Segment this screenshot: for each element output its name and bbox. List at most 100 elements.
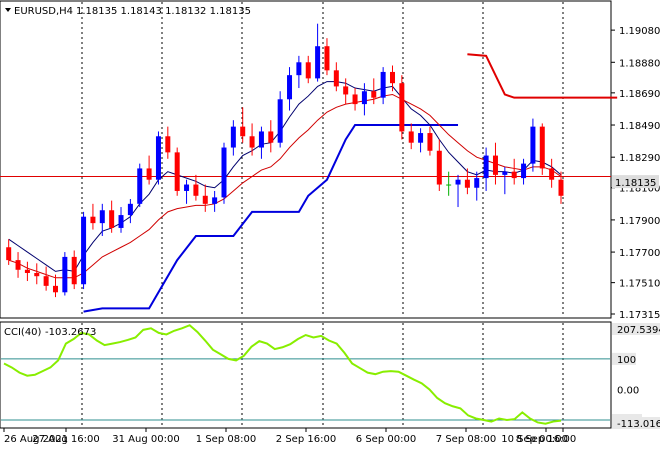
candle[interactable] — [549, 158, 555, 188]
candle[interactable] — [305, 55, 311, 84]
candle[interactable] — [174, 147, 180, 196]
candle[interactable] — [296, 55, 302, 89]
candle[interactable] — [511, 158, 517, 185]
time-tick-label: 8 Sep 16:00 — [516, 434, 576, 445]
candle-body — [137, 168, 143, 204]
candle[interactable] — [464, 168, 470, 195]
candle-body — [343, 86, 349, 95]
candle[interactable] — [24, 261, 30, 282]
last-price-label: 1.18135 — [615, 178, 656, 189]
candle[interactable] — [90, 203, 96, 230]
candle-body — [408, 131, 414, 143]
candle[interactable] — [521, 158, 527, 185]
candle-body — [502, 171, 508, 175]
candle[interactable] — [221, 142, 227, 204]
candle[interactable] — [315, 23, 321, 82]
candle[interactable] — [99, 203, 105, 236]
candle[interactable] — [193, 174, 199, 201]
candle-body — [427, 133, 433, 151]
candle[interactable] — [71, 250, 77, 290]
candle-body — [315, 46, 321, 79]
candle[interactable] — [81, 211, 87, 290]
last-price-tag — [612, 175, 659, 189]
candle-body — [361, 91, 367, 105]
candle[interactable] — [202, 184, 208, 212]
candle-body — [99, 210, 105, 224]
candle[interactable] — [361, 83, 367, 116]
candle[interactable] — [287, 67, 293, 111]
time-tick-label: 27 Aug 16:00 — [32, 434, 99, 445]
trailing-stop-up — [83, 124, 459, 313]
candle-body — [436, 150, 442, 185]
candle-body — [202, 195, 208, 204]
candle[interactable] — [212, 190, 218, 212]
candle[interactable] — [530, 118, 536, 172]
price-pane-frame — [0, 0, 612, 319]
candle[interactable] — [268, 120, 274, 153]
symbol-label: EURUSD,H4 — [14, 6, 73, 17]
candle[interactable] — [455, 174, 461, 208]
candle-body — [193, 184, 199, 196]
time-tick-label: 1 Sep 08:00 — [196, 434, 256, 445]
candle-body — [296, 62, 302, 76]
price-axis: 1.19080 1.18880 1.18690 1.18490 1.18290 1.181… — [611, 26, 660, 321]
candle-body — [127, 203, 133, 216]
candle[interactable] — [240, 107, 246, 143]
candle[interactable] — [492, 142, 498, 185]
candle[interactable] — [436, 139, 442, 191]
candle[interactable] — [446, 171, 452, 196]
time-tick-label: 6 Sep 00:00 — [356, 434, 416, 445]
candle[interactable] — [127, 199, 133, 224]
cci-tick-label: -113.016 — [617, 419, 660, 430]
cci-tick-box — [612, 323, 660, 335]
candle-body — [146, 168, 152, 180]
candle[interactable] — [165, 126, 171, 159]
candle[interactable] — [558, 171, 564, 204]
candle[interactable] — [52, 274, 58, 298]
candle[interactable] — [483, 147, 489, 191]
candle[interactable] — [6, 239, 12, 265]
candle[interactable] — [146, 155, 152, 185]
candle[interactable] — [408, 123, 414, 150]
candle[interactable] — [380, 67, 386, 105]
candle-body — [258, 131, 264, 148]
candle-body — [165, 136, 171, 153]
candle-body — [530, 126, 536, 164]
candle-body — [305, 62, 311, 79]
candle[interactable] — [249, 123, 255, 156]
candle[interactable] — [15, 252, 21, 278]
candle[interactable] — [418, 128, 424, 153]
candle[interactable] — [277, 91, 283, 148]
candlesticks — [6, 23, 564, 298]
candle[interactable] — [343, 78, 349, 105]
candle[interactable] — [427, 126, 433, 156]
candle[interactable] — [539, 123, 545, 175]
candle[interactable] — [399, 75, 405, 140]
candle[interactable] — [333, 62, 339, 92]
candle[interactable] — [474, 171, 480, 201]
candle[interactable] — [118, 207, 124, 233]
candle[interactable] — [43, 266, 49, 291]
trailing-stop-down — [467, 53, 618, 99]
candle[interactable] — [62, 252, 68, 296]
price-tick-label: 1.19080 — [619, 26, 660, 37]
candle[interactable] — [34, 263, 40, 285]
candle[interactable] — [184, 179, 190, 204]
candle[interactable] — [389, 65, 395, 92]
candle[interactable] — [109, 200, 115, 233]
candle[interactable] — [258, 126, 264, 159]
candle[interactable] — [324, 38, 330, 76]
dropdown-triangle-icon[interactable] — [5, 8, 11, 12]
candle[interactable] — [371, 78, 377, 105]
candle[interactable] — [502, 166, 508, 195]
candle[interactable] — [155, 131, 161, 185]
candle[interactable] — [230, 120, 236, 156]
candle-body — [521, 163, 527, 179]
candle-body — [24, 269, 30, 273]
time-tick-label: 7 Sep 08:00 — [436, 434, 496, 445]
candle-body — [277, 99, 283, 143]
candle[interactable] — [137, 163, 143, 208]
candle[interactable] — [352, 88, 358, 111]
cci-tick-label: 0.00 — [617, 385, 639, 396]
